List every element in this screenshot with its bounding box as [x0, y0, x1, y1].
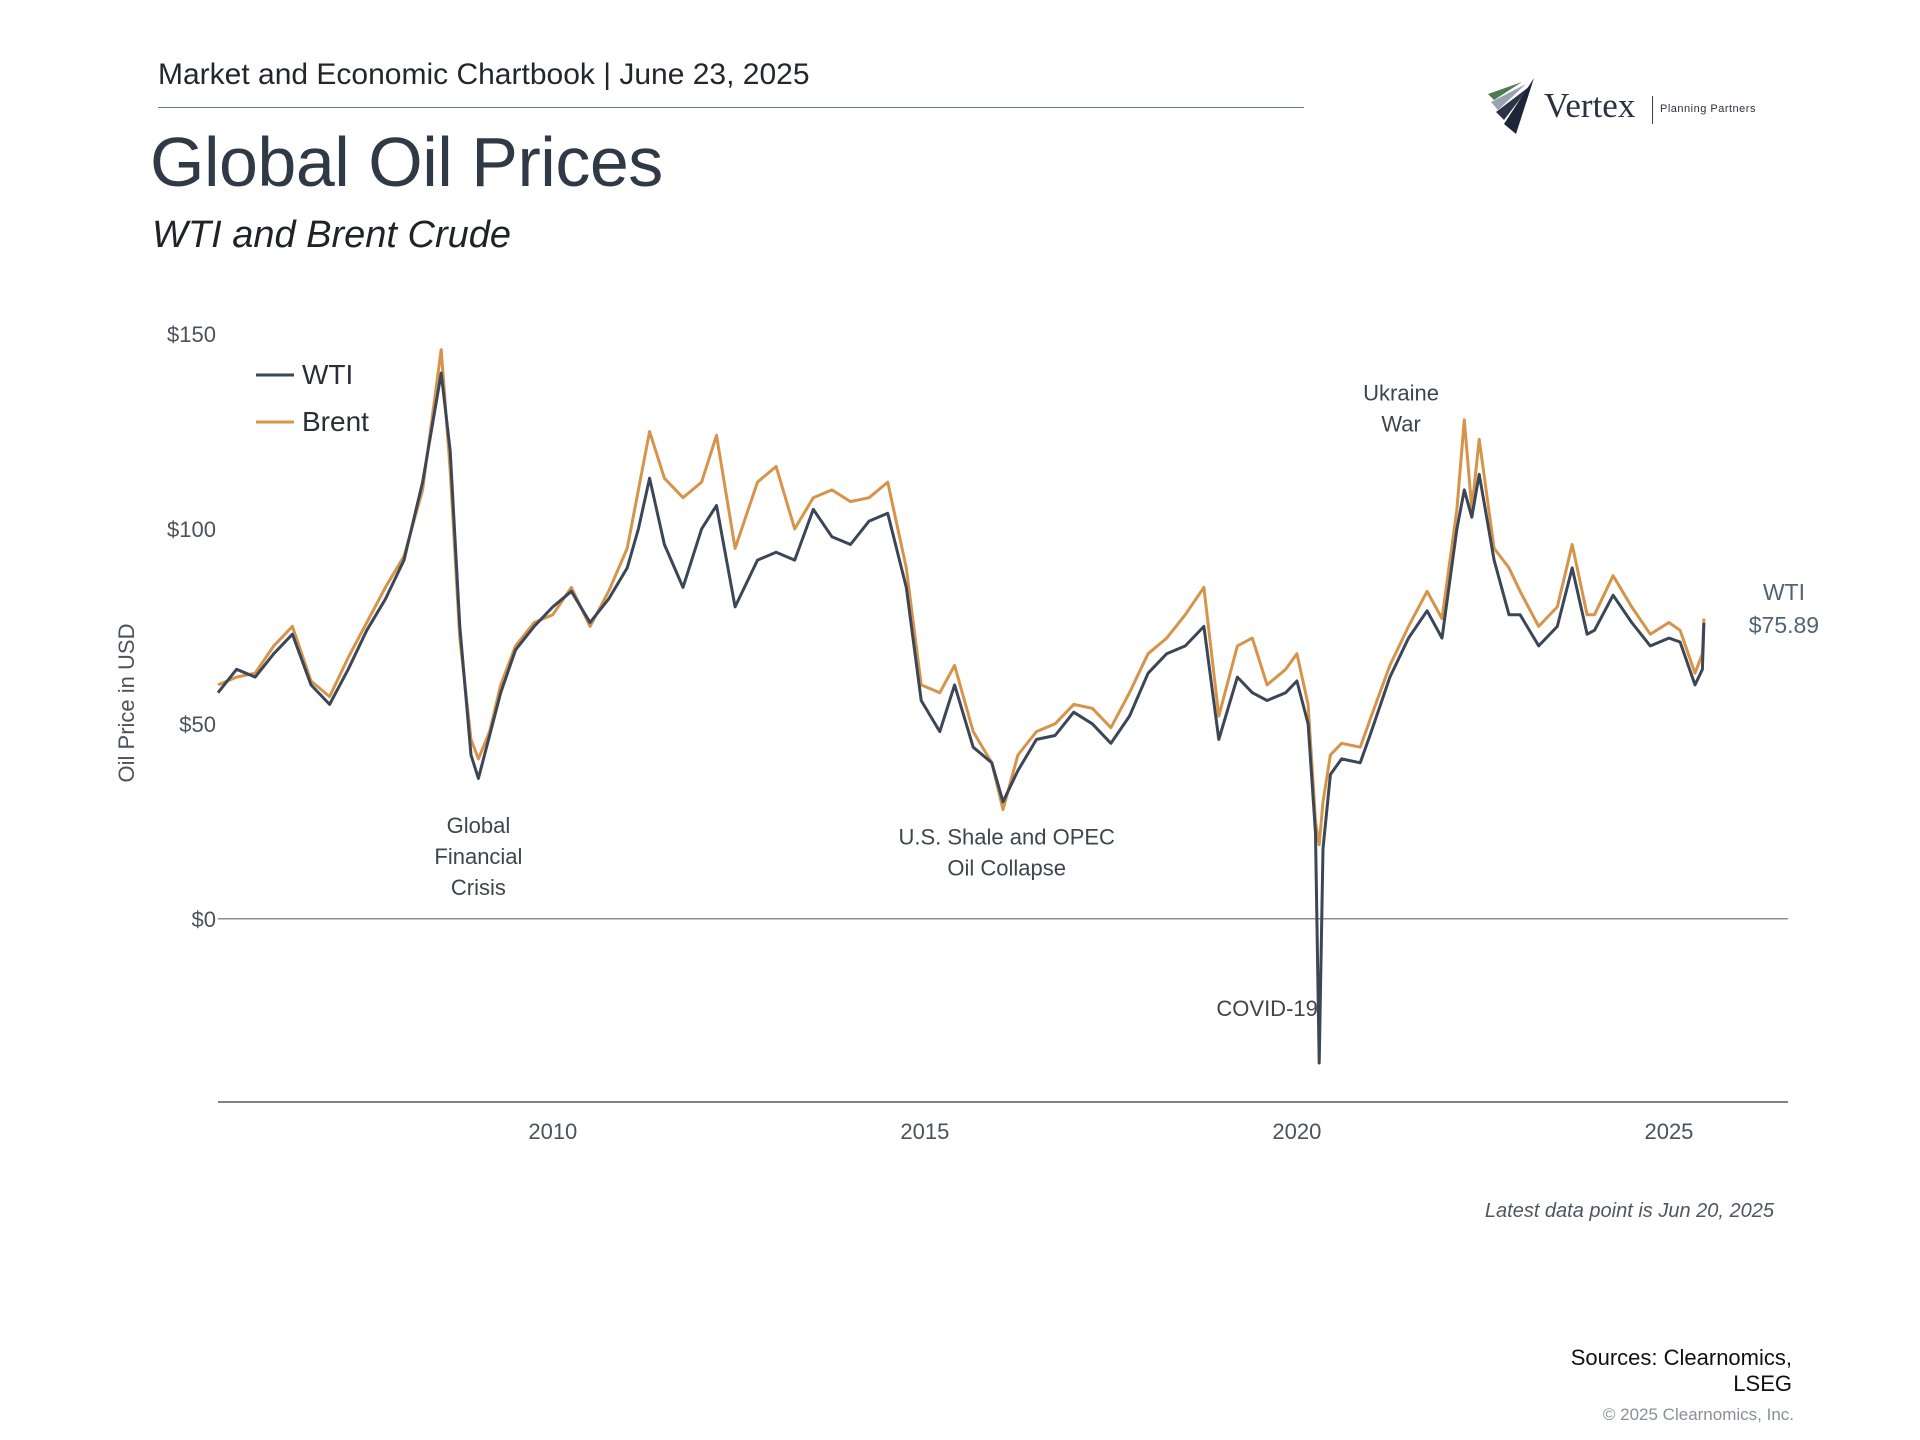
annotation-text: Financial: [434, 844, 522, 869]
annotation-text: Global: [447, 813, 511, 838]
series-line-wti: [216, 371, 1706, 1065]
x-tick-label: 2010: [528, 1119, 577, 1144]
y-tick-label: $100: [167, 517, 216, 542]
vertex-logo: Vertex Planning Partners: [1488, 74, 1788, 140]
y-tick-label: $50: [179, 712, 216, 737]
annotation-text: Oil Collapse: [947, 856, 1066, 881]
y-tick-label: $0: [192, 907, 216, 932]
sources-note: Sources: Clearnomics, LSEG: [1570, 1345, 1792, 1396]
annotation-text: Ukraine: [1363, 380, 1439, 405]
latest-data-note: Latest data point is Jun 20, 2025: [1484, 1200, 1774, 1222]
end-value-label: WTI: [1763, 579, 1805, 605]
series-line-brent: [217, 348, 1706, 847]
copyright-note: © 2025 Clearnomics, Inc.: [1602, 1405, 1794, 1424]
annotation-text: War: [1381, 411, 1421, 436]
end-value-label: $75.89: [1749, 612, 1819, 638]
annotation-text: Crisis: [451, 875, 506, 900]
y-tick-label: $150: [167, 322, 216, 347]
chartbook-header: Market and Economic Chartbook | June 23,…: [158, 58, 810, 91]
logo-wordmark: Vertex: [1544, 86, 1636, 125]
x-tick-label: 2025: [1644, 1119, 1693, 1144]
header-divider: [158, 107, 1304, 108]
logo-tagline: Planning Partners: [1660, 103, 1756, 115]
logo-separator: [1652, 96, 1653, 124]
page-subtitle: WTI and Brent Crude: [152, 214, 512, 256]
x-tick-label: 2015: [900, 1119, 949, 1144]
legend-label-brent: Brent: [302, 406, 369, 437]
x-tick-label: 2020: [1272, 1119, 1321, 1144]
annotation-text: COVID-19: [1216, 996, 1317, 1021]
y-axis-title: Oil Price in USD: [114, 624, 139, 783]
vertex-logo-mark-icon: [1488, 78, 1534, 134]
page-title: Global Oil Prices: [150, 123, 663, 201]
annotation-text: U.S. Shale and OPEC: [898, 825, 1115, 850]
legend-label-wti: WTI: [302, 359, 353, 390]
